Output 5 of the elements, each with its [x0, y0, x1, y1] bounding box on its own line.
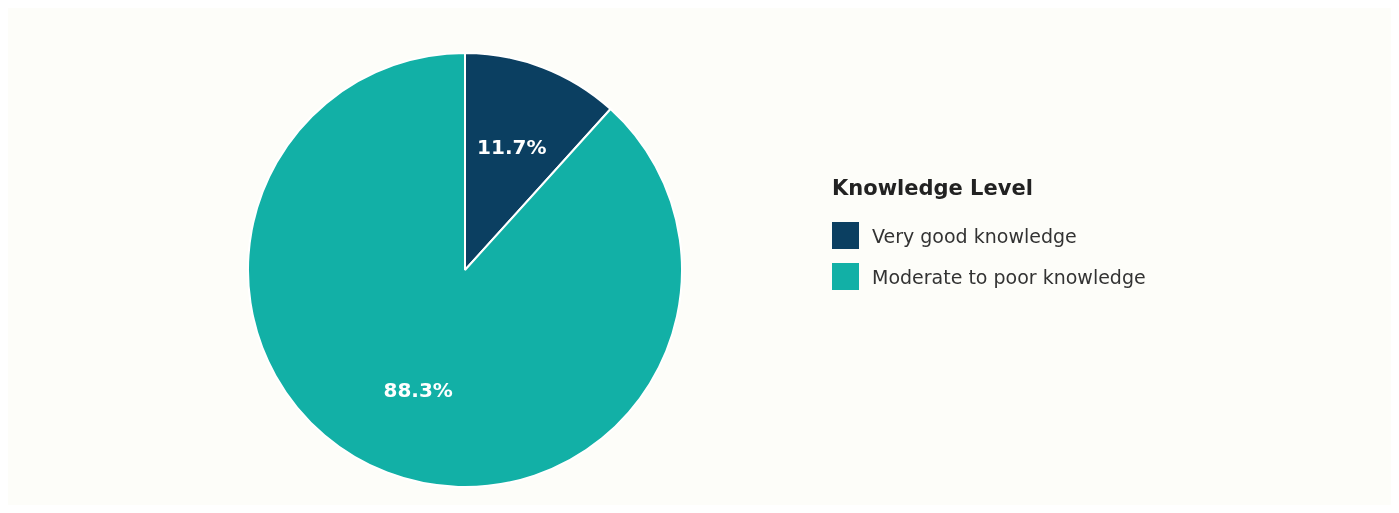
data-label: 88.3% [383, 377, 453, 402]
legend-label: Very good knowledge [872, 224, 1077, 247]
legend-title: Knowledge Level [832, 176, 1034, 200]
legend-label: Moderate to poor knowledge [872, 265, 1146, 288]
data-label: 11.7% [477, 134, 547, 159]
